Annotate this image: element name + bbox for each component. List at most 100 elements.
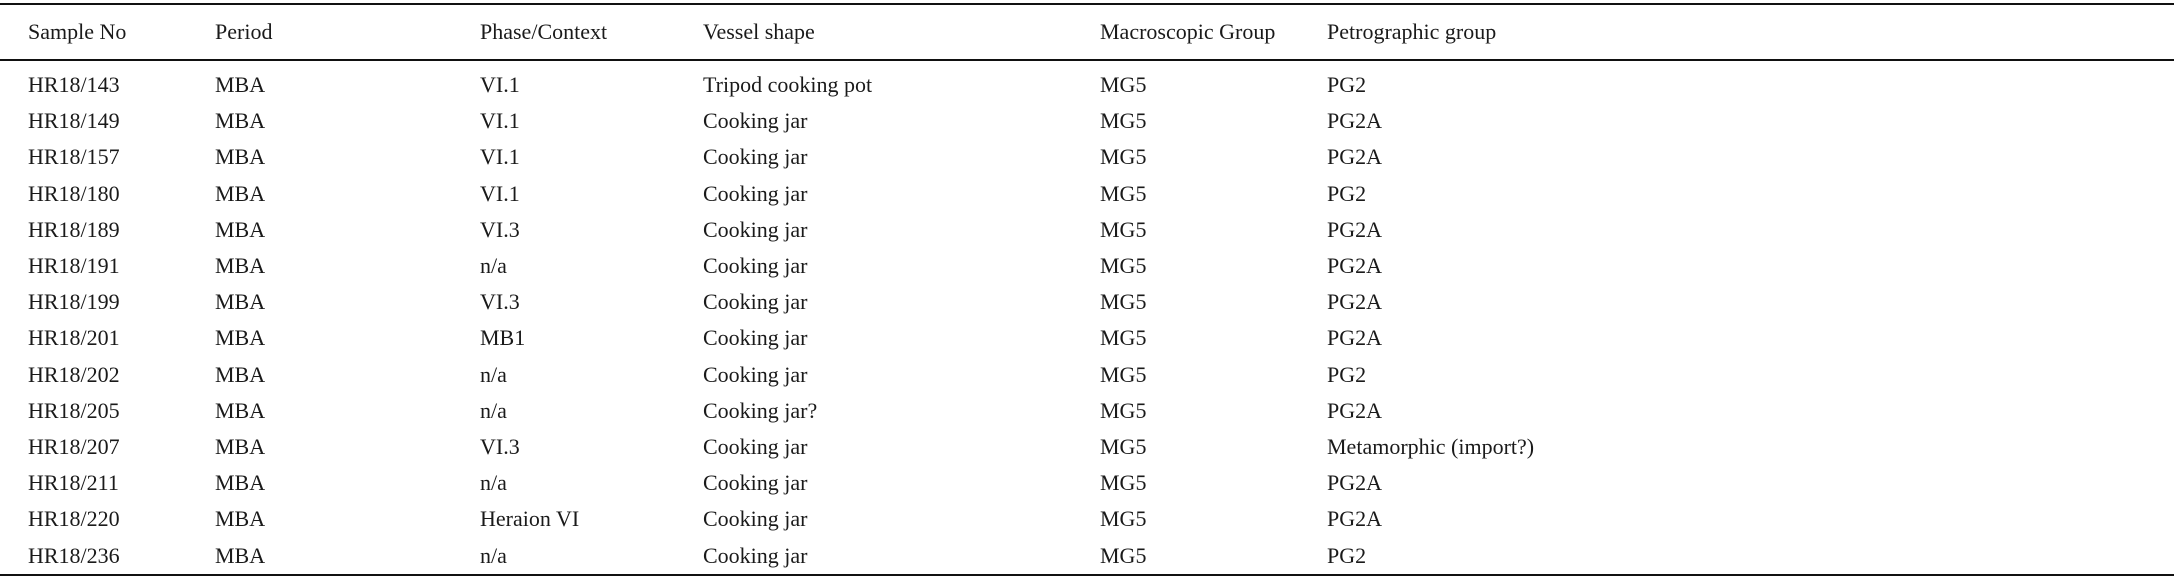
cell-sample-no: HR18/236: [28, 542, 120, 568]
table-row: HR18/180 MBA VI.1 Cooking jar MG5 PG2: [0, 176, 2174, 212]
cell-period: MBA: [215, 397, 266, 423]
cell-phase-context: n/a: [480, 542, 507, 568]
cell-macroscopic-group: MG5: [1100, 72, 1147, 98]
column-header-petrographic-group: Petrographic group: [1327, 19, 1497, 44]
table-row: HR18/201 MBA MB1 Cooking jar MG5 PG2A: [0, 320, 2174, 356]
table-row: HR18/191 MBA n/a Cooking jar MG5 PG2A: [0, 248, 2174, 284]
cell-vessel-shape: Cooking jar: [703, 470, 808, 496]
cell-phase-context: Heraion VI: [480, 506, 580, 532]
cell-sample-no: HR18/157: [28, 144, 120, 170]
cell-sample-no: HR18/189: [28, 216, 120, 242]
cell-macroscopic-group: MG5: [1100, 506, 1147, 532]
table-row: HR18/157 MBA VI.1 Cooking jar MG5 PG2A: [0, 139, 2174, 175]
cell-macroscopic-group: MG5: [1100, 542, 1147, 568]
cell-phase-context: n/a: [480, 397, 507, 423]
cell-sample-no: HR18/149: [28, 108, 120, 134]
cell-period: MBA: [215, 506, 266, 532]
table-row: HR18/236 MBA n/a Cooking jar MG5 PG2: [0, 537, 2174, 575]
cell-sample-no: HR18/202: [28, 361, 120, 387]
column-header-macroscopic-group: Macroscopic Group: [1100, 19, 1276, 44]
cell-petrographic-group: PG2A: [1327, 470, 1383, 496]
cell-vessel-shape: Tripod cooking pot: [703, 72, 873, 98]
cell-sample-no: HR18/201: [28, 325, 120, 351]
cell-sample-no: HR18/211: [28, 470, 119, 496]
cell-sample-no: HR18/199: [28, 289, 120, 315]
cell-sample-no: HR18/205: [28, 397, 120, 423]
cell-period: MBA: [215, 289, 266, 315]
cell-phase-context: VI.3: [480, 216, 520, 242]
table-row: HR18/205 MBA n/a Cooking jar? MG5 PG2A: [0, 393, 2174, 429]
cell-period: MBA: [215, 325, 266, 351]
cell-phase-context: n/a: [480, 361, 507, 387]
cell-period: MBA: [215, 108, 266, 134]
table-row: HR18/189 MBA VI.3 Cooking jar MG5 PG2A: [0, 212, 2174, 248]
cell-sample-no: HR18/191: [28, 253, 120, 279]
cell-vessel-shape: Cooking jar: [703, 506, 808, 532]
cell-vessel-shape: Cooking jar: [703, 433, 808, 459]
table-row: HR18/199 MBA VI.3 Cooking jar MG5 PG2A: [0, 284, 2174, 320]
cell-phase-context: n/a: [480, 253, 507, 279]
cell-phase-context: n/a: [480, 470, 507, 496]
cell-vessel-shape: Cooking jar: [703, 289, 808, 315]
cell-petrographic-group: PG2: [1327, 72, 1367, 98]
cell-petrographic-group: PG2A: [1327, 289, 1383, 315]
cell-period: MBA: [215, 542, 266, 568]
cell-period: MBA: [215, 433, 266, 459]
cell-petrographic-group: PG2A: [1327, 325, 1383, 351]
cell-phase-context: VI.3: [480, 289, 520, 315]
table-row: HR18/220 MBA Heraion VI Cooking jar MG5 PG2A: [0, 501, 2174, 537]
cell-period: MBA: [215, 216, 266, 242]
cell-macroscopic-group: MG5: [1100, 433, 1147, 459]
cell-petrographic-group: PG2A: [1327, 253, 1383, 279]
column-header-phase-context: Phase/Context: [480, 19, 608, 44]
cell-petrographic-group: PG2: [1327, 180, 1367, 206]
cell-sample-no: HR18/180: [28, 180, 120, 206]
cell-macroscopic-group: MG5: [1100, 470, 1147, 496]
cell-petrographic-group: PG2A: [1327, 506, 1383, 532]
cell-petrographic-group: PG2: [1327, 542, 1367, 568]
cell-phase-context: VI.1: [480, 144, 520, 170]
cell-macroscopic-group: MG5: [1100, 216, 1147, 242]
cell-sample-no: HR18/220: [28, 506, 120, 532]
cell-sample-no: HR18/207: [28, 433, 120, 459]
cell-petrographic-group: PG2A: [1327, 397, 1383, 423]
cell-macroscopic-group: MG5: [1100, 253, 1147, 279]
header-row: Sample No Period Phase/Context Vessel shape…: [0, 4, 2174, 60]
cell-period: MBA: [215, 470, 266, 496]
cell-vessel-shape: Cooking jar: [703, 542, 808, 568]
table-row: HR18/211 MBA n/a Cooking jar MG5 PG2A: [0, 465, 2174, 501]
cell-period: MBA: [215, 180, 266, 206]
cell-phase-context: VI.1: [480, 72, 520, 98]
cell-period: MBA: [215, 144, 266, 170]
cell-petrographic-group: PG2A: [1327, 108, 1383, 134]
cell-vessel-shape: Cooking jar: [703, 361, 808, 387]
column-header-vessel-shape: Vessel shape: [703, 19, 815, 44]
cell-petrographic-group: Metamorphic (import?): [1327, 433, 1535, 459]
cell-phase-context: VI.3: [480, 433, 520, 459]
cell-period: MBA: [215, 253, 266, 279]
cell-sample-no: HR18/143: [28, 72, 120, 98]
cell-vessel-shape: Cooking jar: [703, 253, 808, 279]
cell-petrographic-group: PG2A: [1327, 216, 1383, 242]
cell-macroscopic-group: MG5: [1100, 144, 1147, 170]
cell-period: MBA: [215, 361, 266, 387]
table-row: HR18/143 MBA VI.1 Tripod cooking pot MG5 PG2: [0, 60, 2174, 103]
cell-macroscopic-group: MG5: [1100, 325, 1147, 351]
table-row: HR18/202 MBA n/a Cooking jar MG5 PG2: [0, 357, 2174, 393]
cell-vessel-shape: Cooking jar: [703, 325, 808, 351]
cell-vessel-shape: Cooking jar: [703, 216, 808, 242]
column-header-sample-no: Sample No: [28, 19, 127, 44]
cell-macroscopic-group: MG5: [1100, 397, 1147, 423]
table-body: HR18/143 MBA VI.1 Tripod cooking pot MG5 PG2 H…: [0, 60, 2174, 575]
cell-phase-context: VI.1: [480, 180, 520, 206]
cell-macroscopic-group: MG5: [1100, 289, 1147, 315]
cell-phase-context: MB1: [480, 325, 526, 351]
cell-vessel-shape: Cooking jar: [703, 108, 808, 134]
cell-vessel-shape: Cooking jar: [703, 144, 808, 170]
samples-table: Sample No Period Phase/Context Vessel shape…: [0, 3, 2174, 576]
cell-phase-context: VI.1: [480, 108, 520, 134]
cell-petrographic-group: PG2A: [1327, 144, 1383, 170]
cell-petrographic-group: PG2: [1327, 361, 1367, 387]
cell-vessel-shape: Cooking jar?: [703, 397, 818, 423]
table-row: HR18/207 MBA VI.3 Cooking jar MG5 Metamorphic…: [0, 429, 2174, 465]
